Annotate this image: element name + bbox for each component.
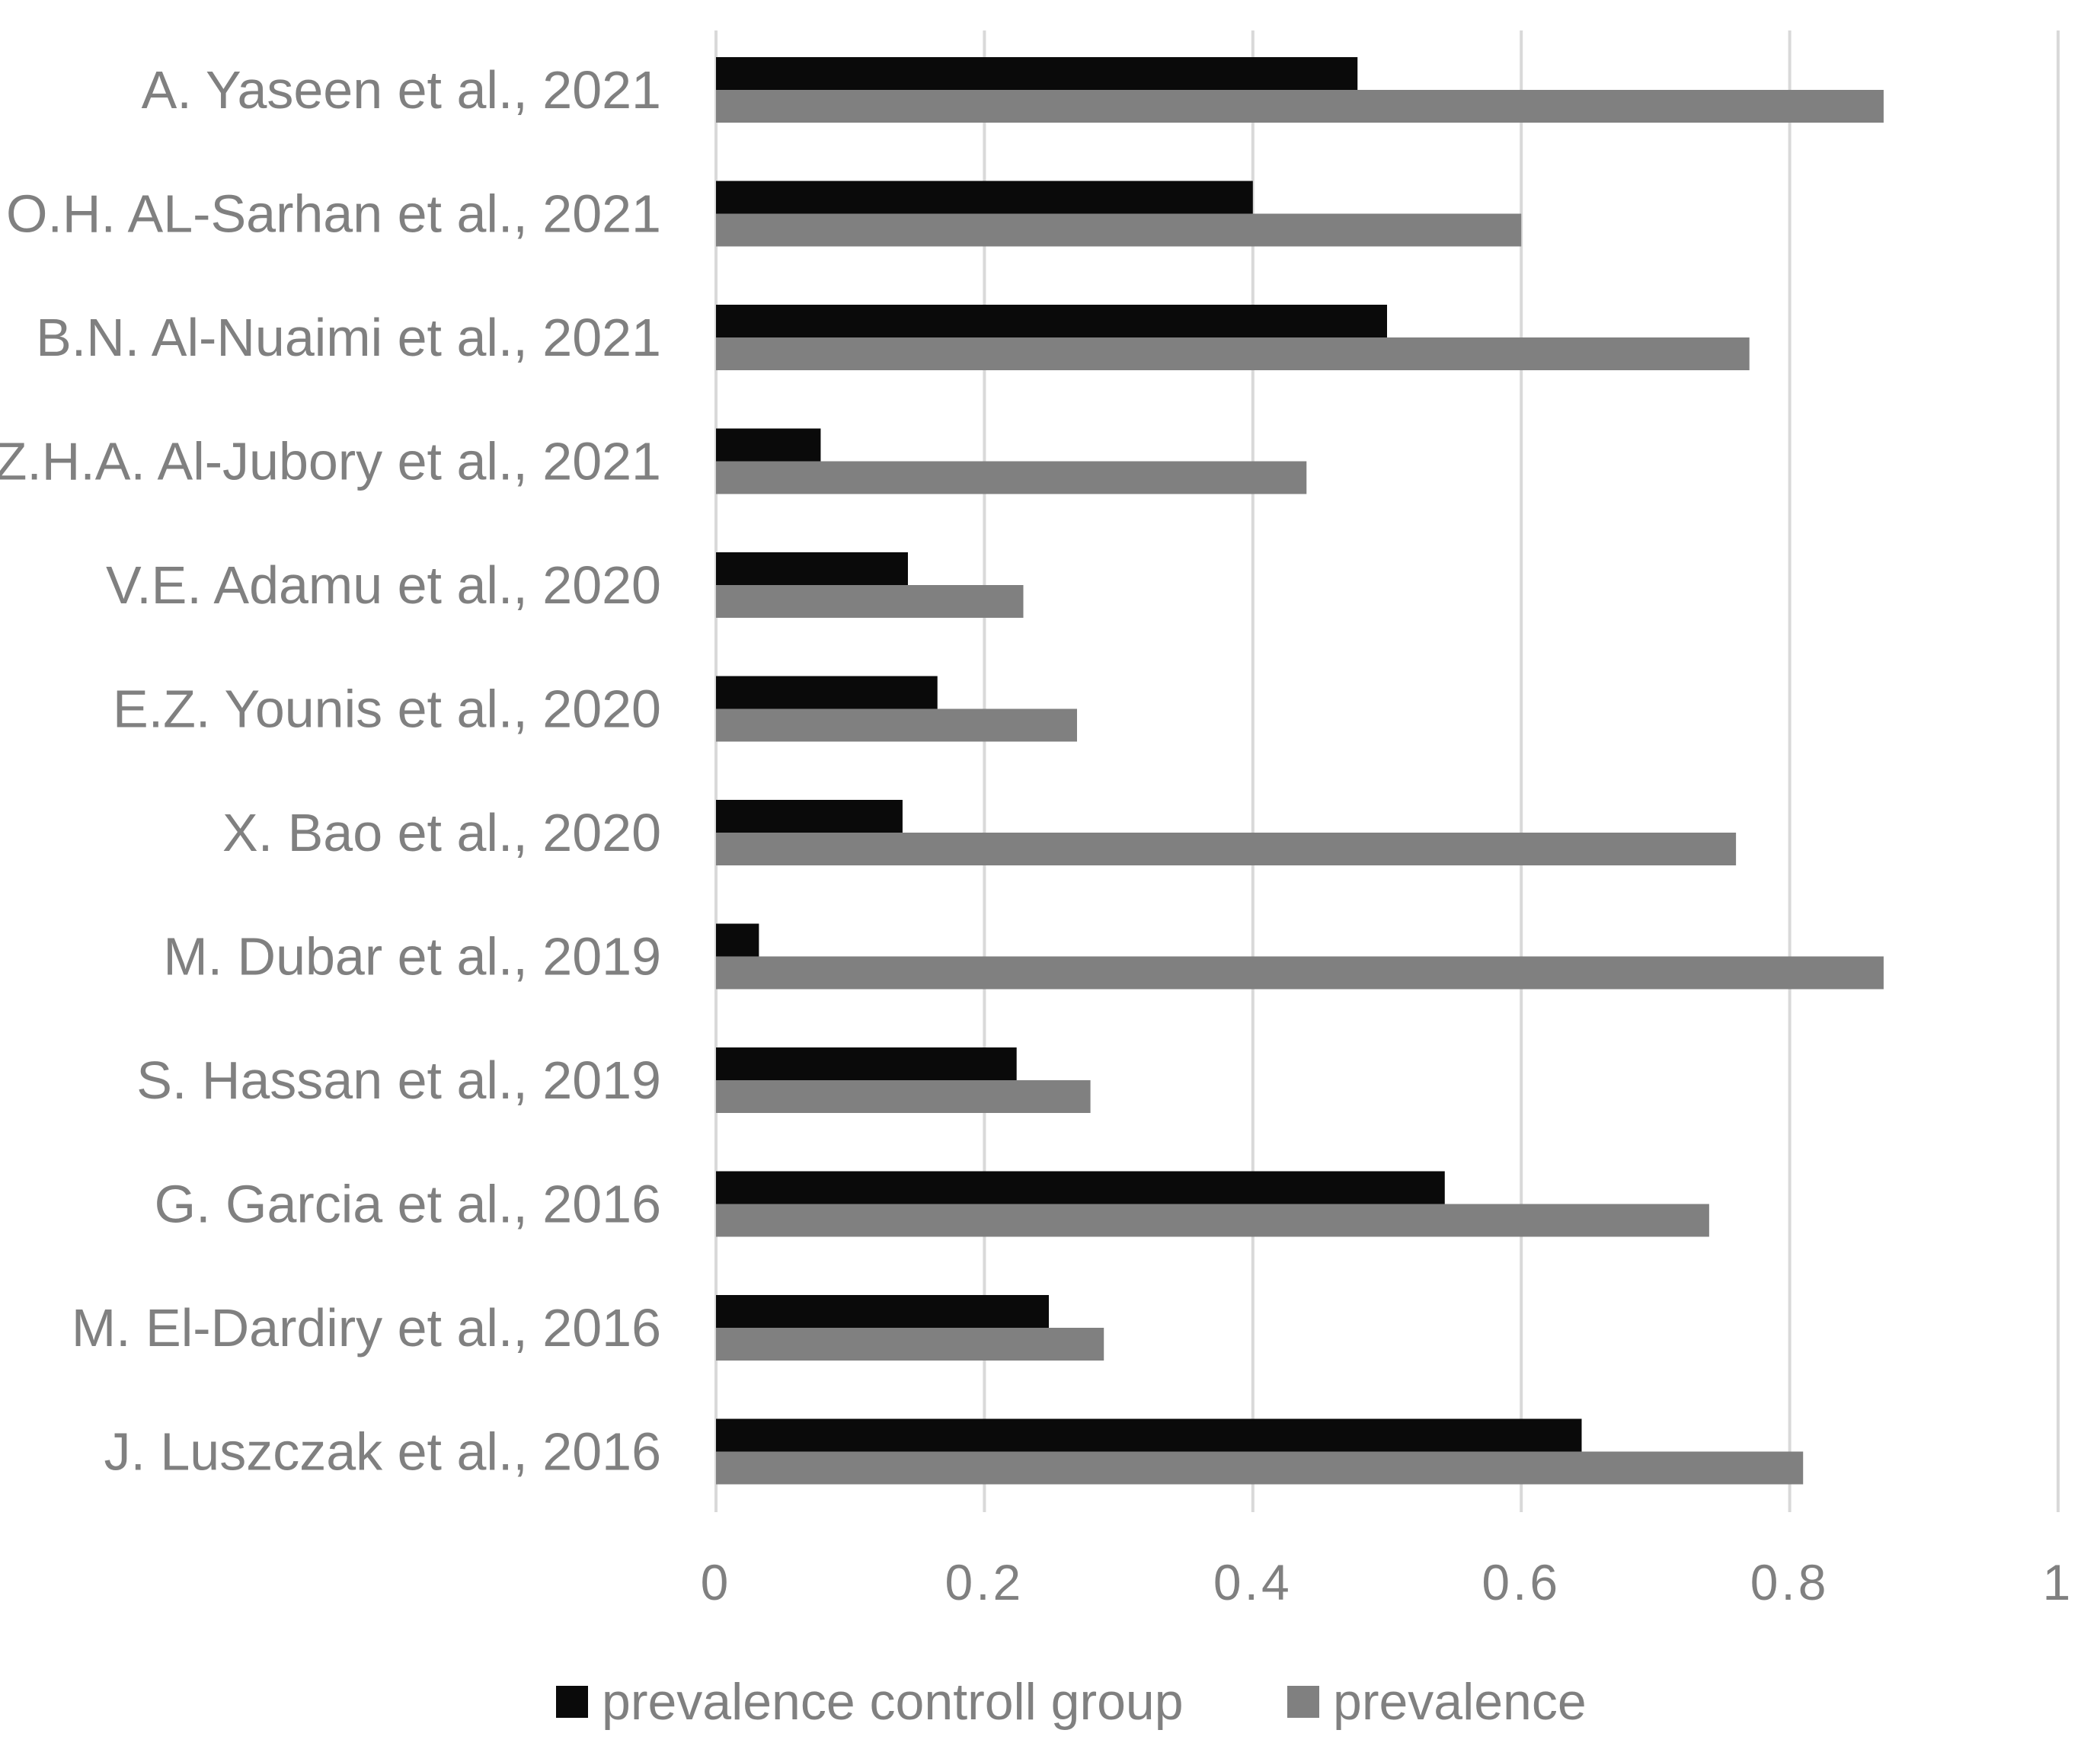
x-tick-label: 0.8: [1750, 1554, 1830, 1610]
x-tick-label: 0.2: [945, 1554, 1024, 1610]
category-label: M. El-Dardiry et al., 2016: [72, 1298, 661, 1357]
bar-prevalence: [716, 1451, 1804, 1485]
category-label: J. Luszczak et al., 2016: [104, 1422, 661, 1482]
category-label: A. Yaseen et al., 2021: [142, 60, 661, 120]
bar-prevalence: [716, 708, 1077, 742]
bar-prevalence: [716, 1204, 1709, 1237]
category-label: S. Hassan et al., 2019: [136, 1050, 661, 1110]
bar-prevalence: [716, 337, 1750, 370]
category-label: E.Z. Younis et al., 2020: [113, 680, 661, 739]
bar-prevalence: [716, 1080, 1091, 1113]
bar-prevalence: [716, 1328, 1104, 1361]
bar-prevalence-control-group: [716, 428, 821, 462]
legend-swatch: [1287, 1686, 1319, 1718]
bar-prevalence: [716, 90, 1884, 123]
bar-prevalence-control-group: [716, 1171, 1445, 1204]
category-label: M. Dubar et al., 2019: [163, 927, 661, 987]
legend-label: prevalence controll group: [602, 1673, 1184, 1731]
category-label: Z.H.A. Al-Jubory et al., 2021: [0, 432, 661, 491]
category-label: X. Bao et al., 2020: [222, 803, 661, 862]
bars: [716, 57, 1884, 1485]
bar-prevalence-control-group: [716, 1047, 1017, 1080]
legend: prevalence controll group prevalence: [556, 1673, 1587, 1731]
bar-prevalence-control-group: [716, 923, 759, 957]
category-label: O.H. AL-Sarhan et al., 2021: [6, 184, 661, 244]
category-label: B.N. Al-Nuaimi et al., 2021: [36, 308, 661, 367]
bar-prevalence: [716, 833, 1737, 865]
bar-prevalence-control-group: [716, 1418, 1582, 1452]
bar-prevalence-control-group: [716, 676, 938, 709]
x-tick-label: 1: [2043, 1554, 2074, 1610]
x-tick-labels: 0 0.2 0.4 0.6 0.8 1: [701, 1554, 2074, 1610]
legend-swatch: [556, 1686, 588, 1718]
category-labels: A. Yaseen et al., 2021 O.H. AL-Sarhan et …: [0, 60, 661, 1482]
x-tick-label: 0: [701, 1554, 732, 1610]
bar-prevalence-control-group: [716, 1295, 1049, 1328]
legend-label: prevalence: [1333, 1673, 1587, 1731]
category-label: V.E. Adamu et al., 2020: [106, 555, 661, 615]
category-label: G. Garcia et al., 2016: [155, 1175, 661, 1234]
x-tick-label: 0.6: [1482, 1554, 1561, 1610]
gridlines: [714, 30, 2060, 1512]
bar-prevalence: [716, 585, 1024, 618]
bar-prevalence-control-group: [716, 181, 1253, 214]
bar-prevalence-control-group: [716, 305, 1387, 337]
bar-prevalence-control-group: [716, 57, 1358, 90]
bar-prevalence-control-group: [716, 552, 908, 585]
bar-prevalence: [716, 956, 1884, 990]
bar-prevalence: [716, 213, 1522, 247]
bar-prevalence: [716, 461, 1307, 494]
x-tick-label: 0.4: [1213, 1554, 1293, 1610]
bar-prevalence-control-group: [716, 800, 903, 833]
